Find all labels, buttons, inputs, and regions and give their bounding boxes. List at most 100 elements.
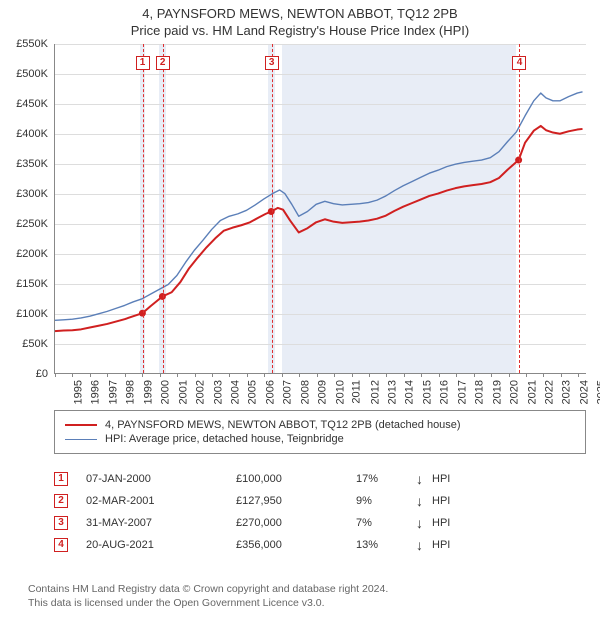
- sale-hpi-label: HPI: [432, 495, 450, 507]
- sale-pct: 13%: [356, 539, 416, 551]
- sale-pct: 9%: [356, 495, 416, 507]
- chart-area: £0£50K£100K£150K£200K£250K£300K£350K£400…: [0, 44, 600, 410]
- x-tick: [299, 373, 300, 377]
- footer-line2: This data is licensed under the Open Gov…: [28, 596, 578, 610]
- down-arrow-icon: ↓: [416, 493, 432, 509]
- legend-label: 4, PAYNSFORD MEWS, NEWTON ABBOT, TQ12 2P…: [105, 419, 461, 431]
- sales-row: 331-MAY-2007£270,0007%↓HPI: [54, 512, 586, 534]
- y-tick-label: £200K: [16, 248, 48, 260]
- x-tick-label: 1995: [72, 380, 84, 404]
- x-tick-label: 2013: [386, 380, 398, 404]
- sale-price: £270,000: [236, 517, 356, 529]
- y-tick-label: £400K: [16, 128, 48, 140]
- x-tick-label: 2008: [299, 380, 311, 404]
- sales-row: 107-JAN-2000£100,00017%↓HPI: [54, 468, 586, 490]
- x-tick: [386, 373, 387, 377]
- x-tick: [107, 373, 108, 377]
- sale-date: 02-MAR-2001: [86, 495, 236, 507]
- legend: 4, PAYNSFORD MEWS, NEWTON ABBOT, TQ12 2P…: [54, 410, 586, 454]
- x-tick-label: 2016: [439, 380, 451, 404]
- title-address: 4, PAYNSFORD MEWS, NEWTON ABBOT, TQ12 2P…: [0, 6, 600, 21]
- sale-pct: 17%: [356, 473, 416, 485]
- sale-marker: 1: [54, 472, 68, 486]
- x-tick-label: 2003: [212, 380, 224, 404]
- x-tick-label: 1997: [107, 380, 119, 404]
- x-tick-label: 2021: [526, 380, 538, 404]
- x-tick: [491, 373, 492, 377]
- x-tick: [90, 373, 91, 377]
- legend-item: 4, PAYNSFORD MEWS, NEWTON ABBOT, TQ12 2P…: [65, 419, 575, 431]
- y-tick-label: £50K: [22, 338, 48, 350]
- sale-date: 31-MAY-2007: [86, 517, 236, 529]
- x-tick: [578, 373, 579, 377]
- title-subtitle: Price paid vs. HM Land Registry's House …: [0, 23, 600, 38]
- sale-vline: [163, 44, 164, 373]
- x-tick: [526, 373, 527, 377]
- x-tick-label: 2010: [334, 380, 346, 404]
- sale-marker: 4: [512, 56, 526, 70]
- x-tick: [352, 373, 353, 377]
- x-tick-label: 2011: [351, 380, 363, 404]
- down-arrow-icon: ↓: [416, 471, 432, 487]
- x-tick: [456, 373, 457, 377]
- sale-vline: [519, 44, 520, 373]
- y-axis: £0£50K£100K£150K£200K£250K£300K£350K£400…: [0, 44, 54, 374]
- y-tick-label: £0: [36, 368, 48, 380]
- x-tick: [72, 373, 73, 377]
- sale-vline: [272, 44, 273, 373]
- x-tick: [229, 373, 230, 377]
- x-tick-label: 1999: [142, 380, 154, 404]
- x-tick-label: 2018: [474, 380, 486, 404]
- sales-row: 420-AUG-2021£356,00013%↓HPI: [54, 534, 586, 556]
- series-price_paid: [55, 126, 583, 331]
- legend-label: HPI: Average price, detached house, Teig…: [105, 433, 344, 445]
- sale-vline: [143, 44, 144, 373]
- x-tick: [160, 373, 161, 377]
- sale-marker: 3: [265, 56, 279, 70]
- sale-marker: 2: [54, 494, 68, 508]
- x-tick: [509, 373, 510, 377]
- sale-hpi-label: HPI: [432, 473, 450, 485]
- x-tick-label: 2002: [195, 380, 207, 404]
- x-tick: [317, 373, 318, 377]
- x-tick: [55, 373, 56, 377]
- y-tick-label: £550K: [16, 38, 48, 50]
- x-tick-label: 2004: [229, 380, 241, 404]
- x-tick-label: 1996: [90, 380, 102, 404]
- sale-pct: 7%: [356, 517, 416, 529]
- x-tick: [264, 373, 265, 377]
- sale-marker: 1: [136, 56, 150, 70]
- y-tick-label: £300K: [16, 188, 48, 200]
- x-tick: [125, 373, 126, 377]
- x-tick-label: 1998: [125, 380, 137, 404]
- x-tick: [212, 373, 213, 377]
- x-tick: [177, 373, 178, 377]
- x-tick-label: 2023: [561, 380, 573, 404]
- sale-price: £356,000: [236, 539, 356, 551]
- x-tick-label: 2009: [317, 380, 329, 404]
- x-tick-label: 2019: [491, 380, 503, 404]
- sale-marker: 2: [156, 56, 170, 70]
- x-tick: [247, 373, 248, 377]
- x-tick-label: 2012: [369, 380, 381, 404]
- legend-swatch: [65, 424, 97, 426]
- x-tick-label: 2001: [177, 380, 189, 404]
- x-tick-label: 2006: [264, 380, 276, 404]
- y-tick-label: £100K: [16, 308, 48, 320]
- x-tick-label: 2024: [578, 380, 590, 404]
- y-tick-label: £450K: [16, 98, 48, 110]
- y-tick-label: £350K: [16, 158, 48, 170]
- chart-container: 4, PAYNSFORD MEWS, NEWTON ABBOT, TQ12 2P…: [0, 0, 600, 620]
- sales-table: 107-JAN-2000£100,00017%↓HPI202-MAR-2001£…: [54, 468, 586, 556]
- sale-hpi-label: HPI: [432, 517, 450, 529]
- x-tick-label: 2007: [282, 380, 294, 404]
- y-tick-label: £250K: [16, 218, 48, 230]
- x-tick-label: 2020: [509, 380, 521, 404]
- y-tick-label: £500K: [16, 68, 48, 80]
- sale-date: 07-JAN-2000: [86, 473, 236, 485]
- series-hpi: [55, 92, 583, 321]
- footer: Contains HM Land Registry data © Crown c…: [28, 582, 578, 610]
- x-tick: [561, 373, 562, 377]
- titles: 4, PAYNSFORD MEWS, NEWTON ABBOT, TQ12 2P…: [0, 0, 600, 38]
- plot-area: 12 3 4: [54, 44, 586, 374]
